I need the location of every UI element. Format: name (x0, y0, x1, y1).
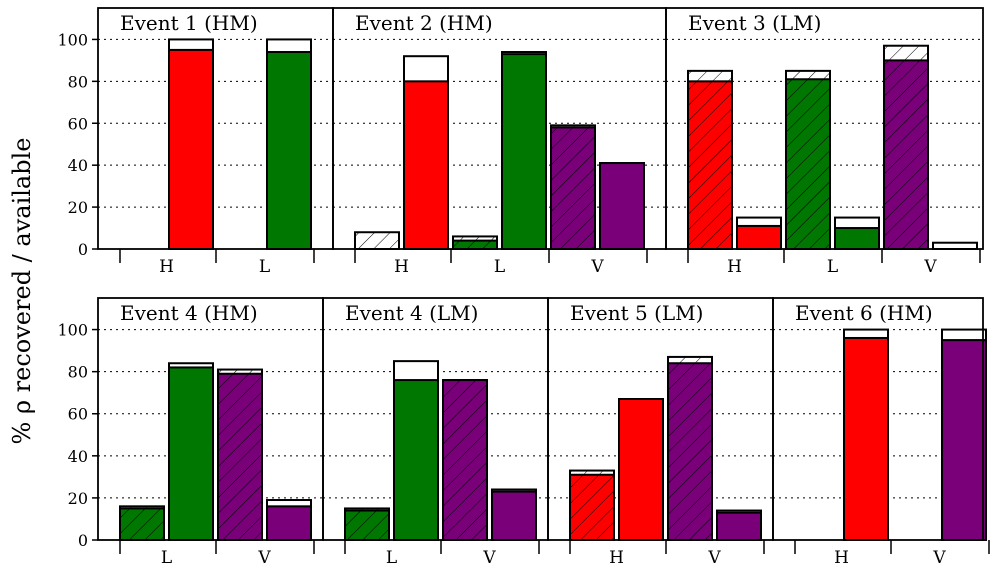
x-tick-label: H (834, 548, 849, 568)
x-tick-label: V (257, 548, 271, 568)
recovered-bar (168, 48, 214, 251)
x-tick-label: L (161, 548, 172, 568)
y-tick-label: 0 (78, 531, 88, 550)
y-tick-label: 0 (78, 240, 88, 259)
x-tick-label: H (609, 548, 624, 568)
y-tick-label: 60 (68, 405, 88, 424)
recovered-bar (266, 505, 312, 542)
recovered-bar-hatch (551, 127, 595, 249)
panel-title: Event 4 (HM) (120, 301, 258, 325)
recovered-bar (403, 80, 449, 250)
y-tick-label: 100 (57, 321, 88, 340)
recovered-bar (618, 398, 664, 541)
x-tick-label: L (494, 257, 505, 277)
recovered-bar (491, 490, 537, 542)
x-tick-label: H (394, 257, 409, 277)
y-tick-label: 60 (68, 114, 88, 133)
recovered-bar (393, 379, 439, 542)
panel-title: Event 2 (HM) (355, 11, 493, 35)
recovered-bar-hatch (786, 79, 830, 250)
chart-panel: L V Event 4 (HM) 0 20 40 60 80 100 (57, 297, 324, 568)
x-tick-label: H (727, 257, 742, 277)
x-tick-label: V (923, 257, 937, 277)
x-tick-label: V (590, 257, 604, 277)
recovered-bar-hatch (688, 81, 732, 249)
recovered-bar-hatch (345, 510, 389, 540)
y-tick-label: 100 (57, 30, 88, 49)
panel-title: Event 6 (HM) (795, 301, 933, 325)
x-tick-label: L (827, 257, 838, 277)
x-tick-label: V (482, 548, 496, 568)
available-bar (932, 241, 978, 250)
chart-panel: H V Event 6 (HM) (772, 297, 990, 568)
recovered-bar-hatch (218, 373, 262, 540)
x-tick-label: L (386, 548, 397, 568)
y-tick-label: 40 (68, 447, 88, 466)
recovered-bar-hatch (570, 474, 614, 540)
panel-frame (772, 297, 984, 541)
y-tick-label: 80 (68, 72, 88, 91)
panel-title: Event 1 (HM) (120, 11, 258, 35)
x-tick-label: V (707, 548, 721, 568)
recovered-bar (941, 339, 987, 541)
y-tick-label: 80 (68, 363, 88, 382)
recovered-bar-hatch (453, 240, 497, 249)
x-tick-label: V (932, 548, 946, 568)
available-bar-hatch (355, 232, 399, 249)
chart-panel: H L V Event 2 (HM) (332, 7, 667, 277)
panel-title: Event 3 (LM) (688, 11, 821, 35)
recovered-bar-hatch (443, 380, 487, 540)
chart-panel: H V Event 5 (LM) (547, 297, 774, 568)
x-tick-label: L (259, 257, 270, 277)
y-tick-label: 20 (68, 198, 88, 217)
chart-panel: H L Event 1 (HM) 0 20 40 60 80 100 (57, 7, 334, 277)
panel-frame (665, 7, 984, 250)
recovered-bar-hatch (668, 363, 712, 540)
recovered-bar (834, 227, 880, 250)
panel-title: Event 4 (LM) (345, 301, 478, 325)
panel-title: Event 5 (LM) (570, 301, 703, 325)
recovered-bar (266, 51, 312, 250)
recovered-bar (736, 224, 782, 251)
recovered-bar-hatch (120, 508, 164, 540)
panels: H L Event 1 (HM) 0 20 40 60 80 100 H L V Event 2 (HM… (57, 7, 990, 568)
y-tick-label: 20 (68, 489, 88, 508)
x-tick-label: H (159, 257, 174, 277)
recovered-bar (168, 366, 214, 541)
y-axis-label: % ρ recovered / available (8, 138, 36, 445)
y-tick-label: 40 (68, 156, 88, 175)
recovered-bar (501, 53, 547, 250)
recovered-bar (716, 511, 762, 542)
chart-panel: L V Event 4 (LM) (322, 297, 549, 568)
recovered-bar (599, 162, 645, 250)
recovered-bar (843, 336, 889, 541)
recovered-bar-hatch (884, 60, 928, 250)
chart-panel: H L V Event 3 (LM) (665, 7, 984, 277)
